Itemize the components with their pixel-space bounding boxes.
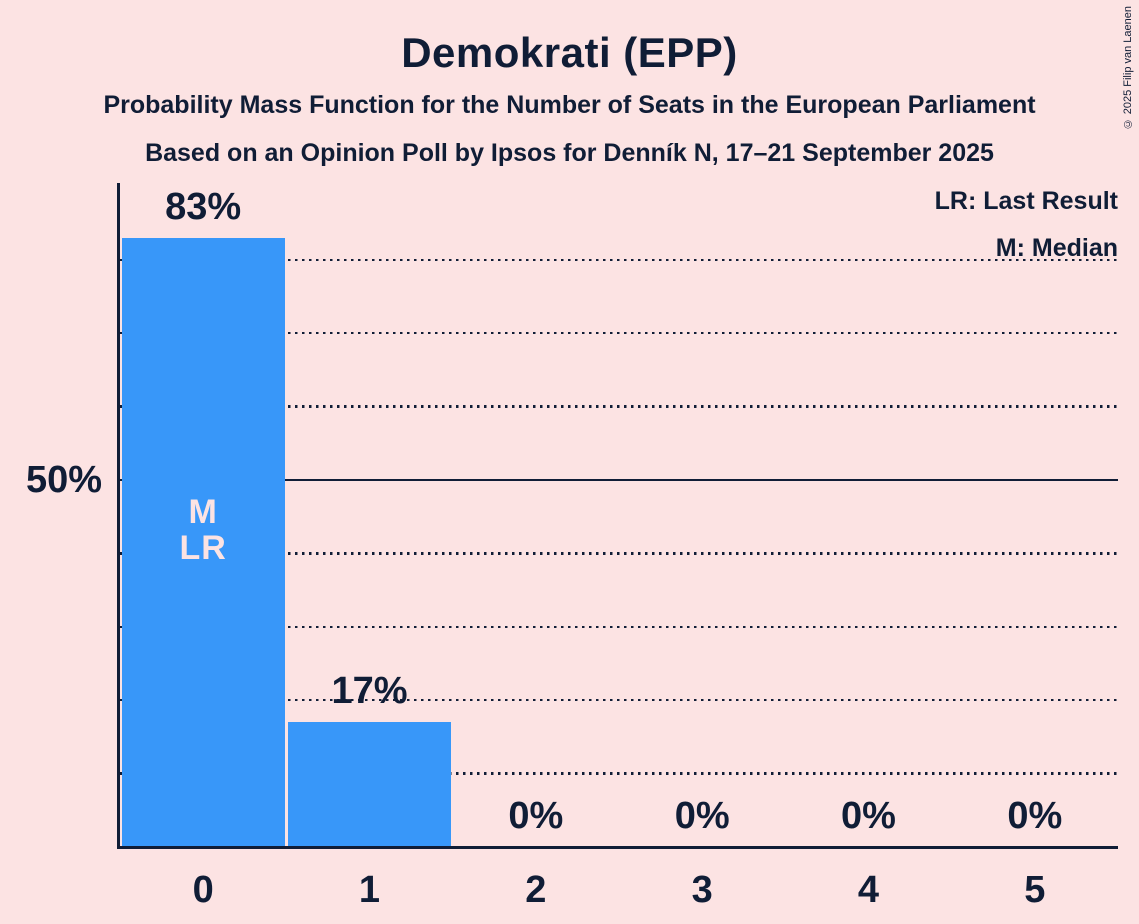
gridline-solid-50pct xyxy=(120,478,1118,482)
value-label-seats-1: 17% xyxy=(331,670,408,713)
x-tick-label-3: 3 xyxy=(691,869,713,911)
chart-subtitle-line2: Based on an Opinion Poll by Ipsos for De… xyxy=(145,139,994,167)
gridline-dotted-10pct xyxy=(120,772,1118,775)
gridline-dotted-60pct xyxy=(120,405,1118,408)
legend: LR: Last Result M: Median xyxy=(935,178,1118,272)
x-tick-label-4: 4 xyxy=(857,869,880,911)
value-label-seats-3: 0% xyxy=(674,795,730,837)
x-tick-label-1: 1 xyxy=(358,869,381,911)
copyright-notice: © 2025 Filip van Laenen xyxy=(1122,6,1137,166)
x-tick-label-5: 5 xyxy=(1024,869,1046,911)
value-label-seats-0: 83% xyxy=(165,185,242,228)
bar-seats-0 xyxy=(121,237,285,847)
copyright-text: © 2025 Filip van Laenen xyxy=(1122,6,1134,130)
chart-title: Demokrati (EPP) xyxy=(401,29,738,76)
gridline-dotted-30pct xyxy=(120,625,1118,629)
value-label-seats-4: 0% xyxy=(841,795,896,837)
legend-last-result: LR: Last Result xyxy=(934,187,1118,215)
value-label-seats-5: 0% xyxy=(1007,795,1063,837)
gridline-dotted-20pct xyxy=(120,698,1118,702)
value-label-seats-2: 0% xyxy=(508,795,564,837)
chart-subtitle-line1: Probability Mass Function for the Number… xyxy=(103,91,1036,119)
gridline-dotted-40pct xyxy=(120,552,1118,555)
annotation-line-lr: LR xyxy=(179,529,227,567)
gridline-dotted-70pct xyxy=(120,331,1118,335)
x-axis-line xyxy=(117,846,1118,849)
gridline-dotted-80pct xyxy=(120,258,1118,262)
bar-annotation-median-last-result: M LR xyxy=(120,494,286,566)
bar-seats-1 xyxy=(287,722,452,847)
x-tick-label-0: 0 xyxy=(192,869,214,911)
y-axis-line xyxy=(117,183,120,849)
y-axis-label-50pct: 50% xyxy=(25,459,102,501)
annotation-line-m: M xyxy=(188,493,218,531)
legend-median: M: Median xyxy=(995,234,1118,262)
plot-area: 83% 0 17% 1 0% 2 0% 3 0% 4 0% 5 M LR xyxy=(117,183,1118,909)
x-tick-label-2: 2 xyxy=(525,869,547,911)
